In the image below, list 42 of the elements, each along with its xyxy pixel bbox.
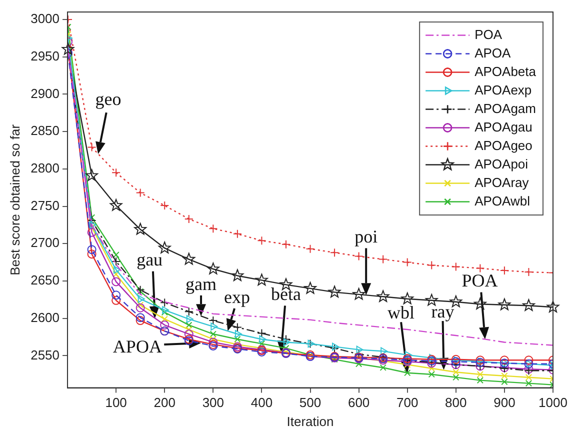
y-tick-label: 2750 <box>30 198 60 213</box>
x-tick-label: 200 <box>154 395 176 410</box>
legend-label: APOAgau <box>474 119 532 134</box>
y-tick-label: 3000 <box>30 11 60 26</box>
x-tick-label: 100 <box>105 395 127 410</box>
y-axis-title: Best score obtained so far <box>7 124 22 276</box>
legend-label: APOAray <box>474 174 530 190</box>
y-tick-label: 2950 <box>30 48 60 64</box>
y-tick-label: 2800 <box>30 160 60 176</box>
y-tick-label: 2900 <box>30 86 60 101</box>
annotation: wbl <box>388 302 415 322</box>
legend-label: APOAgam <box>474 100 536 116</box>
legend-label: APOApoi <box>474 156 528 172</box>
y-tick-label: 2700 <box>30 235 60 250</box>
legend-label: APOAwbl <box>474 193 530 208</box>
annotation: poi <box>354 226 378 247</box>
x-tick-label: 700 <box>396 395 418 410</box>
annotation: APOA <box>112 336 162 357</box>
annotation: POA <box>462 270 498 291</box>
x-tick-label: 900 <box>494 395 516 410</box>
legend-label: APOA <box>474 45 512 60</box>
legend-label: APOAbeta <box>474 64 537 79</box>
x-tick-label: 400 <box>250 395 273 410</box>
legend-label: APOAexp <box>474 82 532 98</box>
annotation: gam <box>186 274 217 294</box>
x-tick-label: 800 <box>445 395 467 410</box>
y-tick-label: 2650 <box>30 272 60 288</box>
x-tick-label: 300 <box>202 395 224 410</box>
y-tick-label: 2850 <box>30 123 60 138</box>
annotation: exp <box>224 286 250 307</box>
legend-label: APOAgeo <box>474 138 532 153</box>
legend-label: POA <box>474 26 502 42</box>
annotation: beta <box>270 284 301 304</box>
annotation: gau <box>136 250 163 270</box>
annotation: geo <box>95 89 122 110</box>
x-axis-title: Iteration <box>286 414 334 429</box>
y-tick-label: 2600 <box>30 310 60 325</box>
annotation: ray <box>431 301 454 322</box>
y-tick-label: 2550 <box>30 347 60 362</box>
x-tick-label: 600 <box>348 395 370 410</box>
x-tick-label: 1000 <box>538 395 568 410</box>
x-tick-label: 500 <box>299 395 322 410</box>
